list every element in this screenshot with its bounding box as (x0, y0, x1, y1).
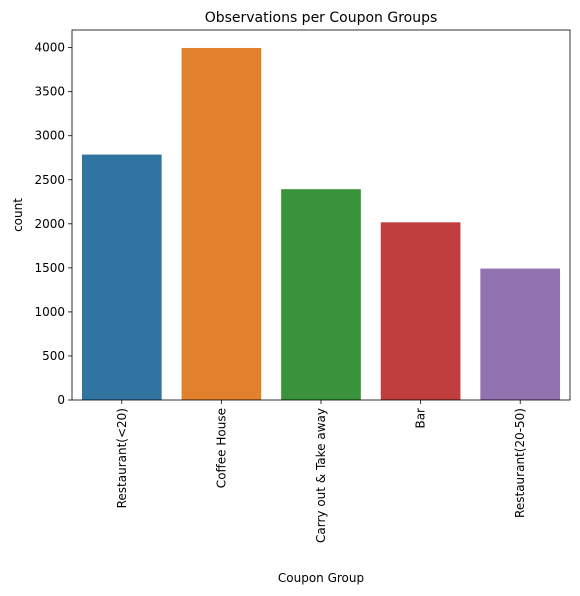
bar-0 (81, 154, 162, 400)
y-axis: 0 500 1000 1500 2000 2500 3000 3500 4000 (34, 41, 72, 407)
y-tick-label: 1500 (34, 261, 65, 275)
y-tick-label: 500 (42, 349, 65, 363)
y-tick-label: 0 (57, 393, 65, 407)
y-tick-label: 3500 (34, 85, 65, 99)
bar-2 (281, 189, 361, 400)
x-axis-label: Coupon Group (278, 571, 364, 585)
y-tick-label: 2000 (34, 217, 65, 231)
y-axis-label: count (11, 198, 25, 232)
chart-title: Observations per Coupon Groups (205, 10, 438, 26)
x-tick-label: Carry out & Take away (314, 408, 328, 543)
x-tick-label: Coffee House (214, 408, 228, 488)
x-axis: Restaurant(<20) Coffee House Carry out & T… (115, 400, 527, 543)
bar-1 (181, 47, 262, 400)
y-tick-label: 2500 (34, 173, 65, 187)
plot-frame (71, 29, 571, 401)
y-tick-label: 1000 (34, 305, 65, 319)
bars-group (81, 47, 561, 400)
y-tick-label: 3000 (34, 129, 65, 143)
bar-3 (380, 222, 461, 400)
y-tick-label: 4000 (34, 41, 65, 55)
x-tick-label: Bar (414, 408, 428, 429)
x-tick-label: Restaurant(<20) (115, 408, 129, 508)
x-tick-label: Restaurant(20-50) (513, 408, 527, 518)
bar-4 (480, 268, 561, 400)
